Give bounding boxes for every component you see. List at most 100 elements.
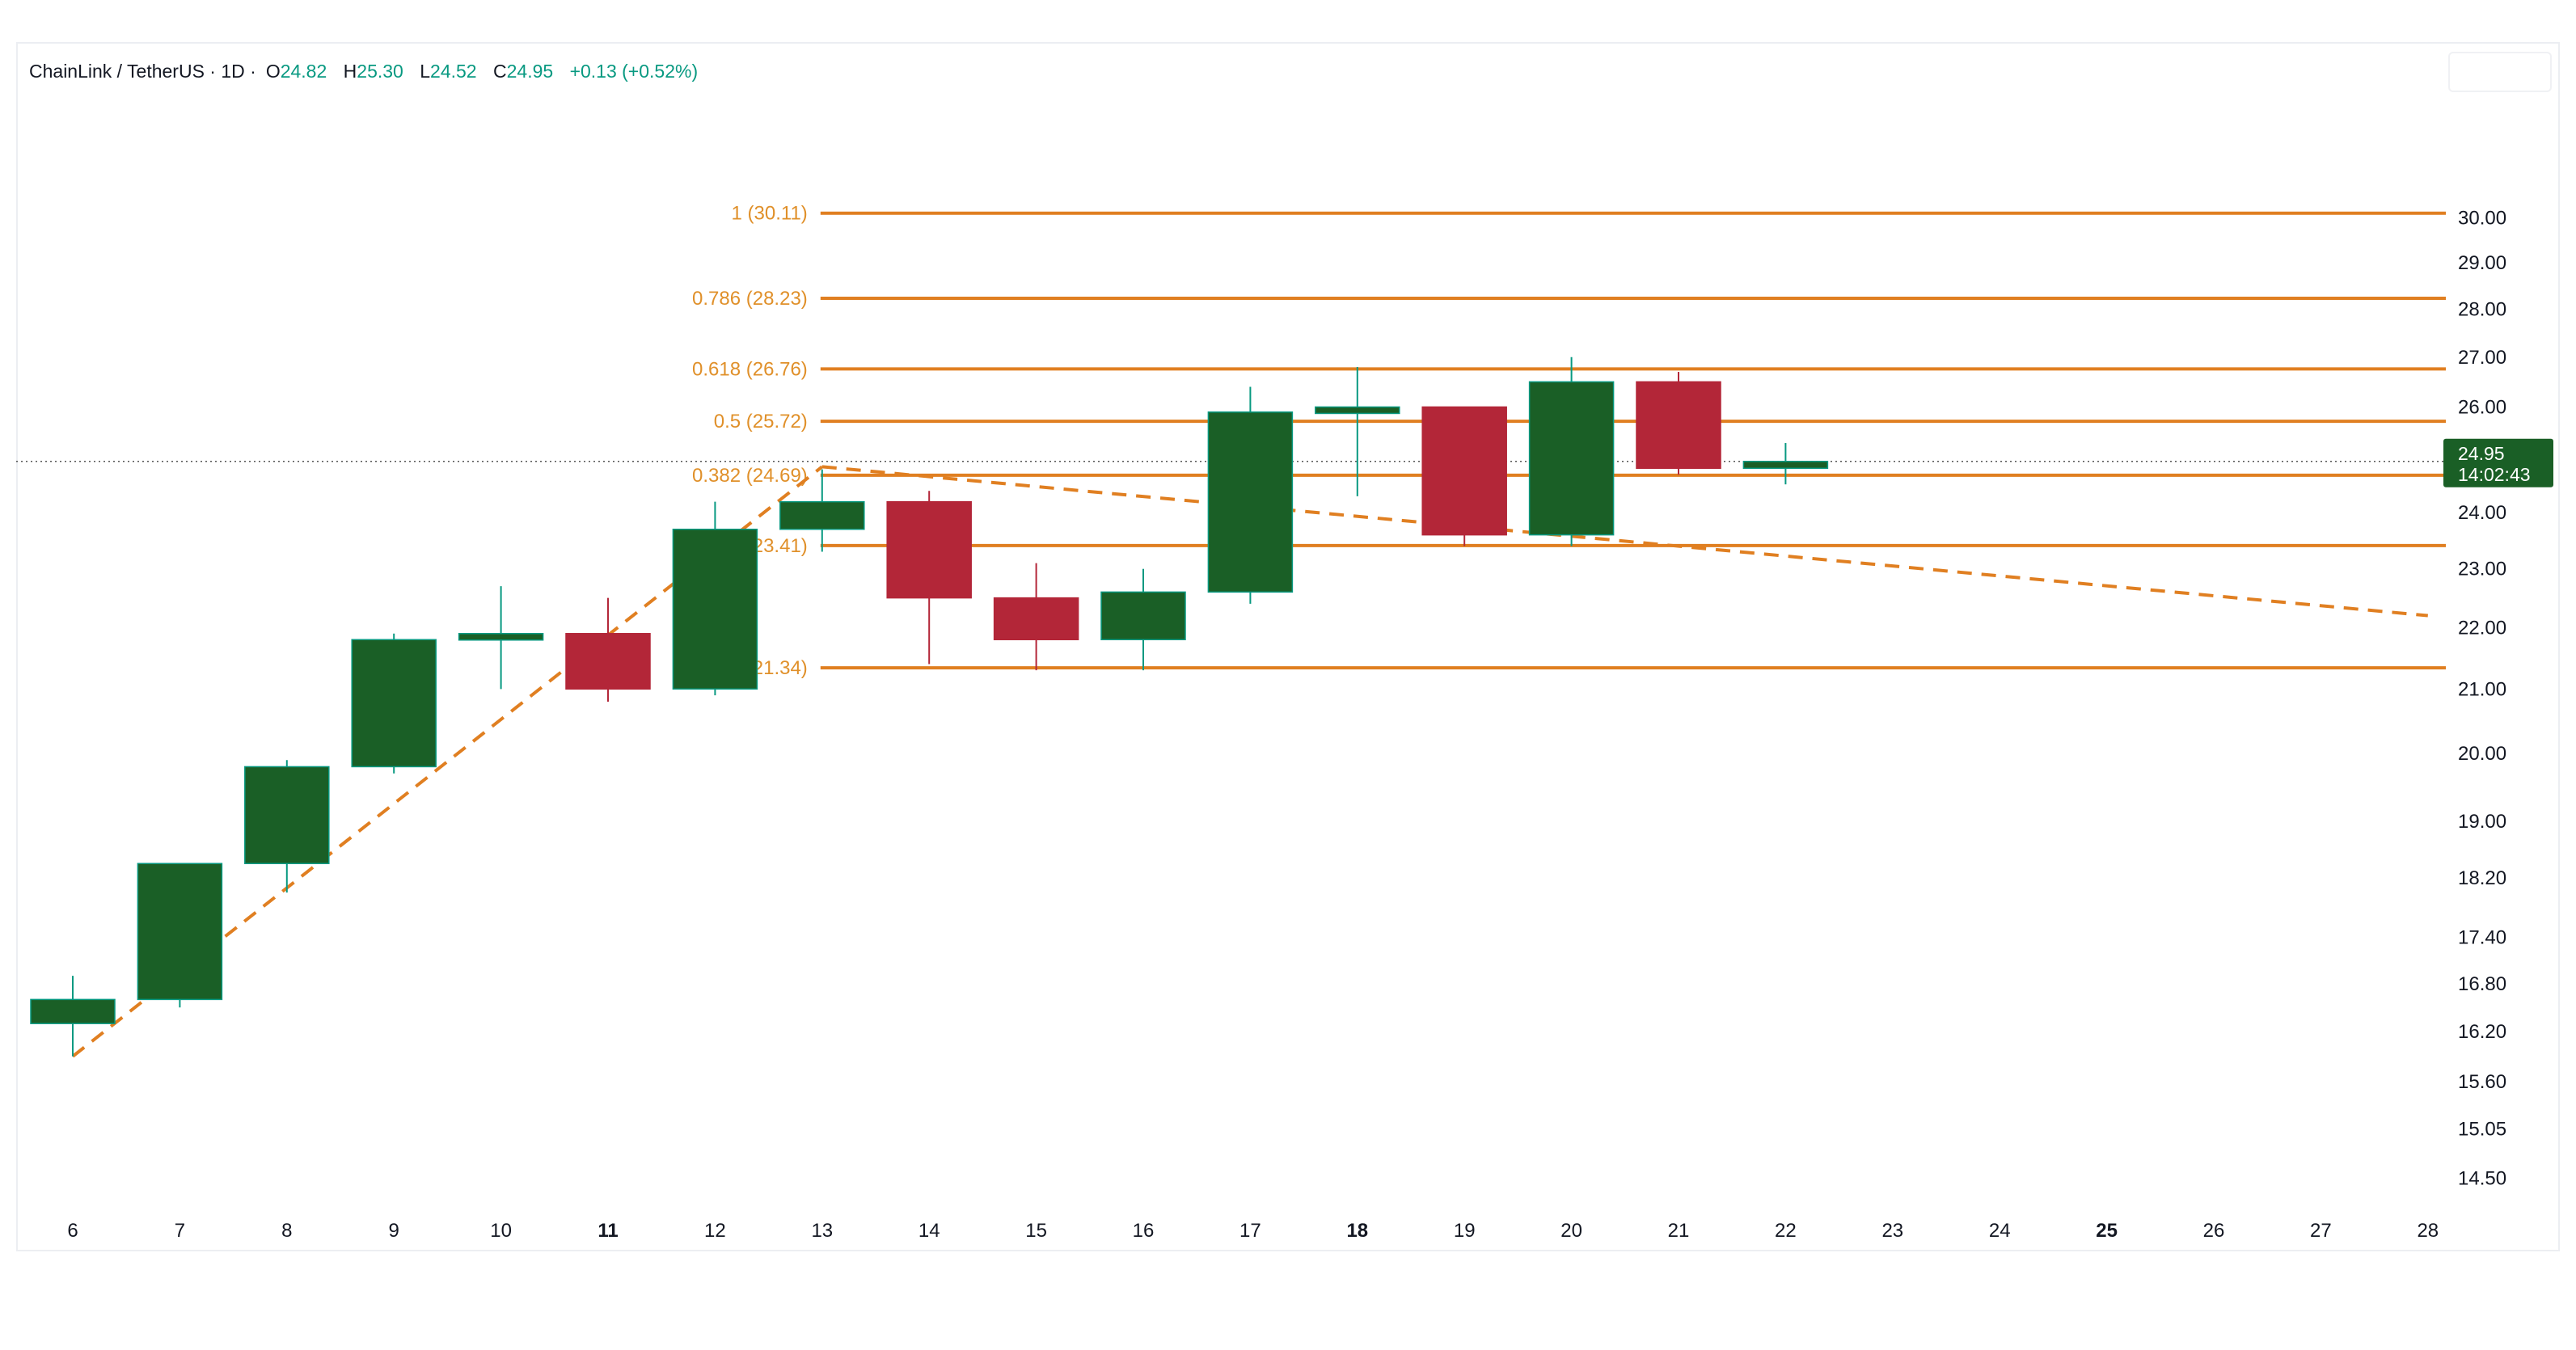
date-tick-label: 13 [811,1220,833,1242]
fib-retracement[interactable]: 1 (30.11) 0.786 (28.23) 0.618 (26.76) 0.5 (… [692,203,2446,679]
candle-body [993,597,1079,640]
candle-body [244,766,330,864]
date-tick-label: 15 [1025,1220,1047,1242]
candle-body [886,500,972,599]
price-tick-label: 21.00 [2458,678,2506,700]
symbol-header: ChainLink / TetherUS · 1D · O24.82 H25.3… [29,57,698,86]
price-tick-label: 14.50 [2458,1167,2506,1189]
high-value: 25.30 [357,60,403,82]
candle-body [1207,411,1294,593]
close-value: 24.95 [506,60,554,82]
price-tick-label: 30.00 [2458,208,2506,230]
candle [30,976,116,1057]
candle-body [779,500,865,530]
change-value: +0.13 (+0.52%) [569,60,699,82]
price-axis[interactable]: 30.00 29.00 28.00 27.00 26.00 24.00 23.00 22.00… [2458,208,2506,1190]
date-tick-label: 20 [1560,1220,1582,1242]
date-tick-label: 25 [2096,1220,2118,1242]
fib-level-label: 0.5 (25.72) [714,411,808,432]
price-tick-label: 27.00 [2458,347,2506,369]
chart-frame [16,42,2560,1251]
price-tick-label: 24.00 [2458,502,2506,524]
candle [1421,406,1507,546]
date-tick-label: 11 [598,1220,618,1242]
candles [30,356,1829,1057]
fib-level-label: 0.618 (26.76) [692,358,808,380]
date-tick-label: 26 [2203,1220,2225,1242]
candle [672,501,758,696]
candle-body [30,998,116,1024]
low-value: 24.52 [430,60,477,82]
candle-body [1315,406,1400,415]
candle [244,760,330,893]
fib-level-label: 0.382 (24.69) [692,465,808,487]
fib-level-label: 0.786 (28.23) [692,288,808,310]
date-tick-label: 12 [704,1220,726,1242]
price-tick-label: 28.00 [2458,298,2506,320]
date-tick-label: 16 [1133,1220,1155,1242]
current-price-tag: 24.95 14:02:43 [2443,438,2553,487]
fib-level-label: 1 (30.11) [732,203,808,225]
price-tick-label: 16.20 [2458,1021,2506,1043]
close-label: C [492,60,507,82]
candle-body [137,863,223,1001]
date-tick-label: 17 [1239,1220,1261,1242]
price-tick-label: 29.00 [2458,252,2506,274]
candle [886,491,972,664]
candle [1207,386,1294,604]
price-tick-label: 22.00 [2458,617,2506,639]
price-tick-label: 20.00 [2458,743,2506,765]
date-tick-label: 14 [918,1220,940,1242]
date-tick-label: 22 [1775,1220,1797,1242]
candle-body [565,633,651,690]
candle-body [1742,461,1829,470]
candle [993,563,1079,671]
candle [351,633,437,774]
low-label: L [420,60,431,82]
date-tick-label: 10 [490,1220,512,1242]
candle [1742,443,1829,485]
candle-body [1100,591,1186,640]
candle-body [351,639,437,768]
date-tick-label: 24 [1989,1220,2011,1242]
ohlc-readout: O24.82 H25.30 L24.52 C24.95 +0.13 (+0.52… [266,61,698,82]
candle [565,597,651,702]
open-value: 24.82 [280,60,327,82]
price-tick-label: 19.00 [2458,811,2506,833]
price-tick-label: 17.40 [2458,926,2506,948]
candle [1528,356,1615,546]
open-label: O [265,60,281,82]
candle [137,863,223,1008]
time-axis[interactable]: 6 7 8 9 10 11 12 13 14 15 16 17 18 19 20 21 22 23 24 25 26 27… [67,1220,2439,1242]
candle [1636,372,1721,475]
candle [779,469,865,552]
date-tick-label: 27 [2310,1220,2332,1242]
price-tick-label: 26.00 [2458,396,2506,418]
price-tick-label: 15.60 [2458,1071,2506,1093]
candle-body [1421,406,1507,536]
price-tick-label: 15.05 [2458,1118,2506,1140]
candle-body [1528,381,1615,536]
date-tick-label: 6 [67,1220,78,1242]
price-tag-bg [2443,438,2553,487]
date-tick-label: 23 [1881,1220,1903,1242]
candle-body [1636,381,1721,470]
candle [1100,568,1186,671]
price-tag-value: 24.95 [2458,443,2505,464]
date-tick-label: 28 [2417,1220,2439,1242]
date-tick-label: 8 [281,1220,292,1242]
date-tick-label: 9 [389,1220,399,1242]
symbol-title[interactable]: ChainLink / TetherUS · 1D · [29,60,256,82]
price-tick-label: 18.20 [2458,867,2506,889]
price-tick-label: 16.80 [2458,973,2506,995]
candle-body [458,633,544,641]
trend-line [821,465,2428,618]
price-tag-countdown: 14:02:43 [2458,464,2531,485]
price-tick-label: 23.00 [2458,559,2506,580]
candle [1315,366,1400,496]
chart-toolbar-box[interactable] [2448,52,2552,92]
date-tick-label: 18 [1346,1220,1368,1242]
candle [458,586,544,690]
date-tick-label: 19 [1454,1220,1476,1242]
